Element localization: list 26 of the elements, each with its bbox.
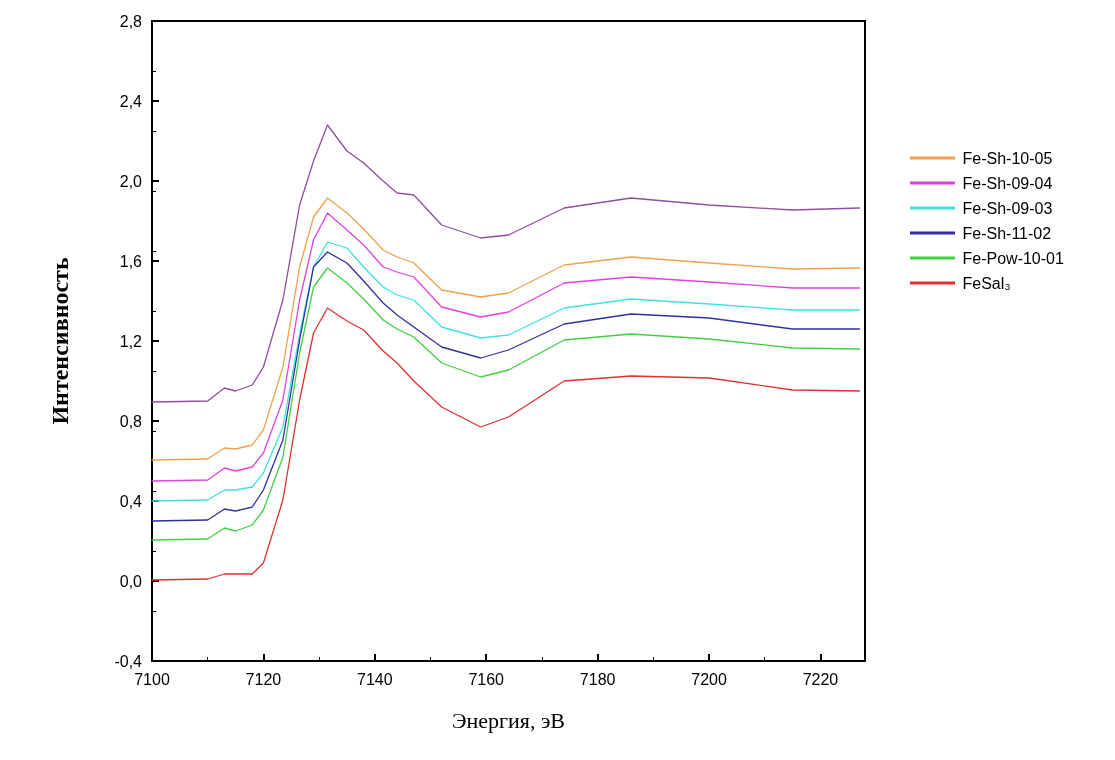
legend-label: FeSal₃ — [962, 274, 1011, 292]
y-tick-label: -0,4 — [114, 652, 143, 670]
y-tick-label: 2,0 — [119, 172, 143, 190]
line-series — [151, 124, 861, 403]
x-tick-label: 7160 — [468, 670, 505, 688]
legend-label: Fe-Pow-10-01 — [962, 249, 1064, 267]
x-tick-label: 7100 — [134, 670, 170, 688]
x-tick-label: 7140 — [357, 670, 393, 688]
y-tick-label: 0,0 — [119, 572, 143, 590]
x-tick-label: 7220 — [802, 670, 839, 688]
y-tick-label: 1,6 — [119, 252, 143, 270]
y-tick-label: 2,8 — [119, 12, 143, 30]
x-tick-label: 7120 — [245, 670, 282, 688]
line-series — [151, 307, 861, 581]
legend-label: Fe-Sh-10-05 — [962, 149, 1053, 167]
y-tick-label: 0,8 — [119, 412, 143, 430]
x-tick-label: 7200 — [691, 670, 727, 688]
legend-label: Fe-Sh-09-04 — [962, 174, 1053, 192]
x-tick-label: 7180 — [579, 670, 616, 688]
y-axis-title: Интенсивность — [47, 257, 73, 425]
legend-label: Fe-Sh-11-02 — [962, 224, 1052, 242]
y-tick-label: 2,4 — [119, 92, 143, 110]
x-axis-title: Энергия, эВ — [451, 707, 566, 733]
y-tick-label: 0,4 — [119, 492, 143, 510]
y-tick-label: 1,2 — [119, 332, 143, 350]
legend-label: Fe-Sh-09-03 — [962, 199, 1053, 217]
